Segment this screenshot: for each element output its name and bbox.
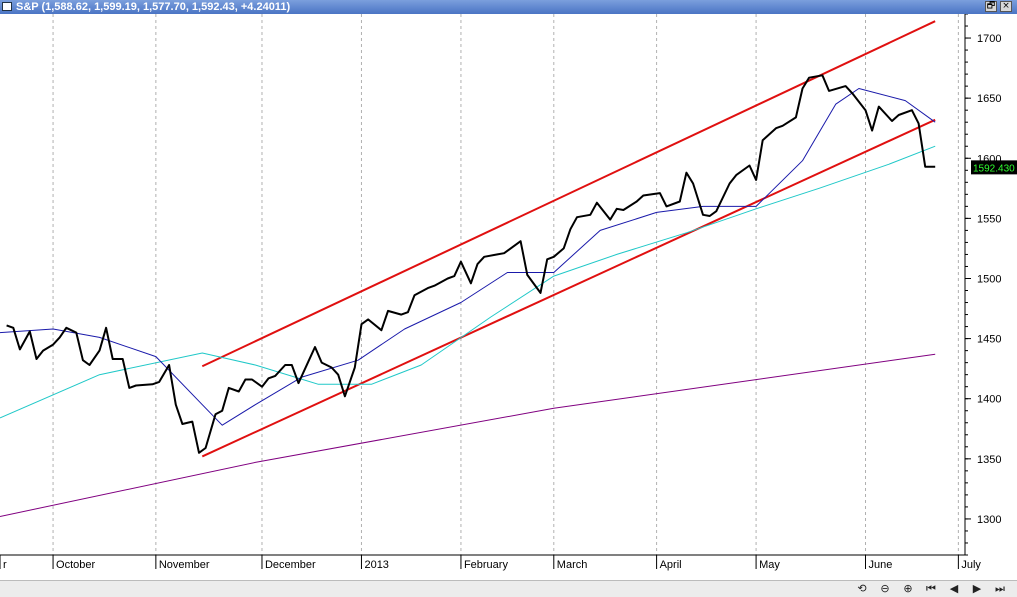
scroll-back-icon[interactable]: ⟲ xyxy=(857,582,867,595)
x-tick-label: March xyxy=(557,559,588,571)
scroll-first-icon[interactable]: ⏮ xyxy=(926,582,936,595)
zoom-in-icon[interactable]: ⊕ xyxy=(903,582,913,595)
x-tick-label: July xyxy=(961,559,981,571)
channel-line-upper xyxy=(201,20,936,368)
series-line-price xyxy=(6,74,936,454)
scroll-last-icon[interactable]: ⏭ xyxy=(995,582,1005,595)
window-titlebar: S&P (1,588.62, 1,599.19, 1,577.70, 1,592… xyxy=(0,0,1017,14)
y-tick-label: 1700 xyxy=(977,33,1001,45)
zoom-out-icon[interactable]: ⊖ xyxy=(880,582,890,595)
y-tick-label: 1500 xyxy=(977,273,1001,285)
chart-series xyxy=(0,20,936,517)
channel-line-lower xyxy=(201,118,936,458)
scroll-right-icon[interactable]: ▶ xyxy=(972,582,982,595)
x-tick-label: r xyxy=(3,559,7,571)
x-tick-label: 2013 xyxy=(364,559,388,571)
chart-scrollbar[interactable]: ⟲ ⊖ ⊕ ⏮ ◀ ▶ ⏭ xyxy=(0,580,1017,597)
last-value-label: 1592.430 xyxy=(973,163,1015,174)
last-value-box xyxy=(971,160,1017,175)
x-tick-label: October xyxy=(56,559,95,571)
x-tick-label: June xyxy=(869,559,893,571)
series-line-ma_long xyxy=(0,353,936,517)
window-title: S&P (1,588.62, 1,599.19, 1,577.70, 1,592… xyxy=(16,1,291,13)
x-tick-label: November xyxy=(159,559,210,571)
y-tick-label: 1450 xyxy=(977,334,1001,346)
scroll-left-icon[interactable]: ◀ xyxy=(949,582,959,595)
restore-button[interactable]: 🗗 xyxy=(985,1,997,12)
x-tick-label: April xyxy=(660,559,682,571)
series-line-ma_short xyxy=(0,88,936,426)
x-tick-label: December xyxy=(265,559,316,571)
y-tick-label: 1300 xyxy=(977,514,1001,526)
chart-grid xyxy=(52,14,959,555)
x-tick-label: February xyxy=(464,559,509,571)
series-line-ma_mid xyxy=(0,145,936,419)
window-icon xyxy=(2,2,12,11)
y-tick-label: 1350 xyxy=(977,454,1001,466)
y-tick-label: 1400 xyxy=(977,394,1001,406)
x-tick-label: May xyxy=(759,559,780,571)
y-tick-label: 1550 xyxy=(977,213,1001,225)
y-tick-label: 1650 xyxy=(977,93,1001,105)
close-button[interactable]: × xyxy=(1000,1,1012,12)
